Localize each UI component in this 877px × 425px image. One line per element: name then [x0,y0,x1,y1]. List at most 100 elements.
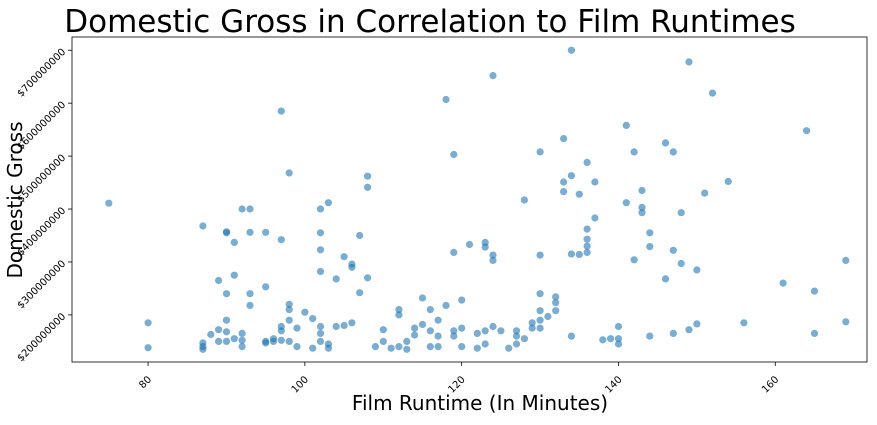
data-point [348,319,356,327]
data-point [544,312,552,321]
data-point [371,343,379,351]
data-point [708,89,717,97]
data-point [473,329,481,337]
data-point [356,289,364,297]
data-point [810,329,819,337]
data-point [348,263,356,271]
data-point [293,343,301,351]
data-point [222,290,231,298]
data-point [693,266,701,274]
data-point [489,256,497,264]
data-point [803,127,811,135]
data-point [520,335,529,343]
data-point [246,205,254,213]
data-point [575,190,583,198]
data-point [230,271,238,279]
data-point [489,322,497,331]
data-point [316,329,325,337]
data-point [222,328,231,336]
data-point [222,316,231,324]
data-point [285,316,293,324]
data-point [144,344,152,352]
data-point [395,306,403,314]
data-point [489,251,497,259]
data-point [481,243,489,251]
data-point [324,199,332,207]
data-point [269,337,278,345]
data-point [364,172,372,180]
data-point [316,229,325,237]
data-point [473,344,481,352]
data-point [426,343,434,351]
data-point [583,242,591,250]
data-point [277,107,285,115]
data-point [230,335,238,343]
data-point [465,240,474,249]
data-point [528,319,536,327]
data-point [262,339,270,347]
data-point [356,231,364,240]
data-point [646,229,654,237]
data-point [560,178,568,186]
data-point [552,307,560,315]
data-point [481,340,489,348]
data-point [669,246,677,254]
data-point [301,308,309,316]
data-point [309,315,317,323]
data-point [418,294,427,302]
data-point [246,228,254,236]
data-point [199,345,207,353]
data-point [591,214,599,222]
plot-background [72,37,867,362]
data-point [614,322,623,331]
data-point [277,327,285,335]
data-point [434,316,442,324]
x-tick-label: 160 [760,374,781,395]
data-point [669,329,677,337]
data-point [458,343,466,351]
data-point [403,345,411,353]
data-point [536,251,544,259]
data-point [450,248,458,256]
data-point [661,139,670,147]
data-point [520,196,529,204]
data-point [403,337,411,345]
data-point [607,335,615,343]
data-point [426,306,434,314]
data-point [364,274,372,282]
points-layer [105,46,850,353]
data-point [810,287,819,295]
data-point [411,324,419,332]
data-point [450,332,458,340]
data-point [277,336,285,344]
data-point [262,283,270,291]
data-point [105,199,113,207]
data-point [512,340,521,348]
data-point [230,238,238,246]
data-point [646,332,654,340]
data-point [426,327,434,335]
data-point [215,326,223,334]
data-point [638,203,646,211]
data-point [238,329,246,337]
data-point [536,316,544,324]
data-point [528,324,536,332]
data-point [685,326,693,334]
data-point [661,275,670,283]
data-point [316,246,325,254]
data-point [316,267,325,276]
data-point [207,330,215,339]
data-point [646,243,654,251]
plot-frame [71,36,868,363]
data-point [724,177,732,186]
data-point [418,320,427,328]
data-point [442,95,450,104]
data-point [842,256,850,264]
data-point [458,296,466,304]
data-point [669,148,677,156]
data-point [677,209,685,217]
data-point [583,158,591,166]
data-point [458,324,466,332]
data-point [215,276,223,285]
